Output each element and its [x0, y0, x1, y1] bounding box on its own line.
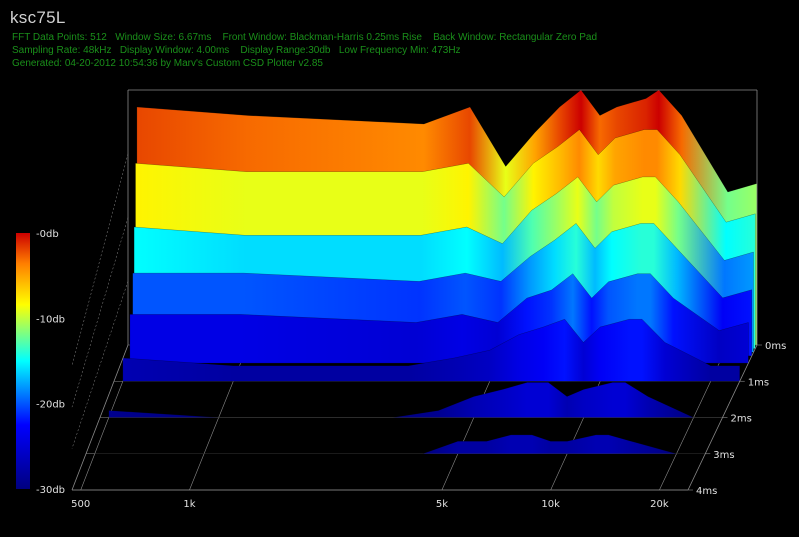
z-tick-label: 4ms — [696, 486, 717, 497]
meta-line-fft: FFT Data Points: 512 Window Size: 6.67ms… — [12, 32, 598, 43]
decay-slice — [108, 382, 723, 418]
plot-frame — [71, 89, 758, 491]
side-gridline — [71, 281, 129, 449]
time-axis-labels: 0ms 1ms 2ms 3ms 4ms — [688, 341, 786, 497]
x-tick-label: 10k — [541, 499, 560, 510]
x-tick-label: 1k — [183, 499, 195, 510]
color-scale-label: -0db — [36, 229, 59, 240]
z-tick-label: 3ms — [713, 450, 734, 461]
meta-line-generated: Generated: 04-20-2012 10:54:36 by Marv's… — [12, 58, 323, 69]
x-tick-label: 5k — [436, 499, 448, 510]
color-scale-labels: -0db -10db -20db -30db — [36, 229, 65, 496]
chart-title: ksc75L — [10, 8, 66, 27]
color-scale-label: -20db — [36, 400, 65, 411]
frame-edge — [71, 344, 129, 491]
z-tick-label: 2ms — [731, 414, 752, 425]
color-scale-label: -10db — [36, 314, 65, 325]
decay-slices — [94, 89, 758, 454]
decay-slice — [94, 434, 706, 454]
side-gridline — [71, 217, 129, 408]
z-tick-label: 0ms — [765, 341, 786, 352]
x-tick-label: 500 — [71, 499, 90, 510]
side-gridline — [71, 153, 129, 366]
frequency-axis-labels: 500 1k 5k 10k 20k — [71, 499, 669, 510]
z-tick-label: 1ms — [748, 377, 769, 388]
decay-slice — [122, 318, 741, 382]
color-scale-bar — [16, 233, 30, 489]
x-tick-label: 20k — [650, 499, 669, 510]
meta-line-sampling: Sampling Rate: 48kHz Display Window: 4.0… — [12, 45, 461, 56]
color-scale-label: -30db — [36, 485, 65, 496]
